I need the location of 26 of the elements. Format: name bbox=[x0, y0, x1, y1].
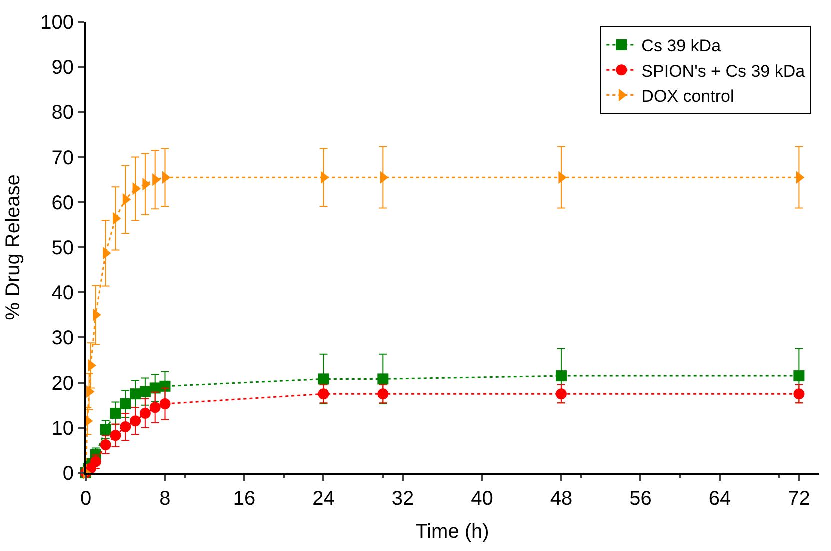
y-tick-label: 10 bbox=[52, 418, 74, 440]
y-tick-label: 100 bbox=[40, 12, 74, 34]
x-tick-label: 24 bbox=[312, 488, 335, 510]
x-tick-label: 0 bbox=[80, 488, 92, 510]
x-tick-label: 72 bbox=[788, 488, 810, 510]
x-tick-label: 56 bbox=[630, 488, 652, 510]
y-tick-label: 70 bbox=[52, 147, 74, 170]
legend-label: DOX control bbox=[642, 86, 734, 106]
legend-label: SPION's + Cs 39 kDa bbox=[642, 62, 806, 81]
x-axis-title: Time (h) bbox=[416, 521, 490, 543]
y-tick-label: 80 bbox=[52, 102, 74, 124]
legend-label: Cs 39 kDa bbox=[642, 36, 722, 56]
y-tick-label: 90 bbox=[52, 57, 74, 80]
y-axis-title: % Drug Release bbox=[2, 174, 25, 320]
y-tick-label: 40 bbox=[52, 282, 74, 305]
x-tick-label: 64 bbox=[708, 488, 732, 510]
y-tick-label: 0 bbox=[62, 463, 74, 485]
x-tick-label: 40 bbox=[471, 488, 494, 510]
y-tick-label: 60 bbox=[52, 192, 74, 214]
y-tick-label: 30 bbox=[52, 328, 74, 350]
x-tick-label: 48 bbox=[550, 488, 573, 510]
y-tick-label: 20 bbox=[52, 372, 74, 395]
x-tick-label: 32 bbox=[392, 488, 414, 510]
x-tick-label: 8 bbox=[160, 488, 171, 510]
x-tick-label: 16 bbox=[233, 488, 256, 510]
y-tick-label: 50 bbox=[52, 238, 74, 260]
